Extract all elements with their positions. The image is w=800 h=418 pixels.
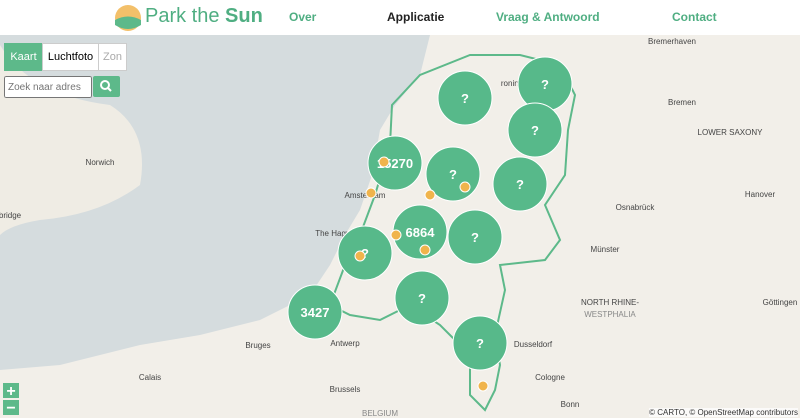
- nav-link[interactable]: Vraag & Antwoord: [496, 10, 600, 24]
- map-label: roning: [501, 79, 523, 88]
- cluster-label: ?: [471, 230, 479, 245]
- cluster-marker[interactable]: ?: [517, 56, 573, 112]
- map-label: Hanover: [745, 190, 776, 199]
- cluster-circle: [507, 102, 563, 158]
- map-label: Bremen: [668, 98, 696, 107]
- cluster-label: 3427: [301, 305, 330, 320]
- cluster-marker[interactable]: ?: [492, 156, 548, 212]
- cluster-circle: [452, 315, 508, 371]
- cluster-marker[interactable]: 6864: [392, 204, 448, 260]
- cluster-circle: [367, 135, 423, 191]
- map-label: Osnabrück: [616, 203, 656, 212]
- logo-icon: [115, 5, 141, 31]
- cluster-circle: [447, 209, 503, 265]
- search-input[interactable]: [4, 76, 92, 98]
- logo[interactable]: Park the Sun: [145, 5, 263, 28]
- map-label: Münster: [591, 245, 620, 254]
- map-label: Bruges: [245, 341, 270, 350]
- tab[interactable]: Luchtfoto: [42, 43, 99, 71]
- map-label: Bremerhaven: [648, 37, 696, 46]
- cluster-marker[interactable]: ?: [507, 102, 563, 158]
- map-label: NORTH RHINE-: [581, 298, 639, 307]
- map-label: Dusseldorf: [514, 340, 553, 349]
- cluster-label: ?: [449, 167, 457, 182]
- location-dot: [477, 380, 489, 392]
- cluster-circle: [492, 156, 548, 212]
- logo-text: Park the: [145, 5, 220, 27]
- tab[interactable]: Kaart: [4, 43, 43, 71]
- cluster-label: ?: [541, 77, 549, 92]
- cluster-marker[interactable]: ?: [337, 225, 393, 281]
- location-dot: [378, 156, 390, 168]
- cluster-circle: [394, 270, 450, 326]
- cluster-label: ?: [516, 177, 524, 192]
- map-label: Göttingen: [763, 298, 798, 307]
- nav-link[interactable]: Contact: [672, 10, 717, 24]
- cluster-label: ?: [531, 123, 539, 138]
- header: Park the Sun Over Applicatie Vraag & Ant…: [0, 0, 800, 35]
- nav-link[interactable]: Over: [289, 10, 317, 24]
- cluster-marker[interactable]: ?: [447, 209, 503, 265]
- cluster-marker[interactable]: 15270: [367, 135, 423, 191]
- map-label: bridge: [0, 211, 22, 220]
- map-label: Antwerp: [330, 339, 360, 348]
- cluster-marker[interactable]: ?: [394, 270, 450, 326]
- map-label: Cologne: [535, 373, 565, 382]
- cluster-label: 6864: [406, 225, 436, 240]
- search-button[interactable]: [93, 76, 120, 97]
- map-label: Bonn: [561, 400, 580, 409]
- map-label: WESTPHALIA: [584, 310, 636, 319]
- location-dot: [354, 250, 366, 262]
- cluster-marker[interactable]: ?: [437, 70, 493, 126]
- map[interactable]: Bremerhaven Bremen LOWER SAXONY Norwich Hano…: [0, 35, 800, 418]
- attribution: © CARTO, © OpenStreetMap contributors: [649, 408, 798, 417]
- map-label: Brussels: [330, 385, 361, 394]
- cluster-circle: [337, 225, 393, 281]
- cluster-label: ?: [361, 246, 369, 261]
- cluster-circle: [287, 284, 343, 340]
- cluster-marker[interactable]: 3427: [287, 284, 343, 340]
- zoom-out[interactable]: −: [3, 400, 19, 417]
- location-dot: [390, 229, 402, 241]
- zoom-in[interactable]: +: [3, 383, 19, 400]
- cluster-label: ?: [461, 91, 469, 106]
- map-label: Norwich: [86, 158, 115, 167]
- nav-link[interactable]: Applicatie: [387, 10, 445, 24]
- location-dot: [459, 181, 471, 193]
- tab[interactable]: Zon: [98, 43, 127, 71]
- map-label: LOWER SAXONY: [698, 128, 764, 137]
- location-dot: [365, 187, 377, 199]
- cluster-circle: [437, 70, 493, 126]
- map-label: The Hague: [315, 229, 355, 238]
- map-label: BELGIUM: [362, 409, 398, 418]
- location-dot: [419, 244, 431, 256]
- cluster-label: ?: [476, 336, 484, 351]
- logo-accent: Sun: [225, 5, 263, 27]
- cluster-marker[interactable]: ?: [452, 315, 508, 371]
- map-label: Calais: [139, 373, 161, 382]
- location-dot: [424, 189, 436, 201]
- map-label: Amsterdam: [345, 191, 386, 200]
- cluster-label: ?: [418, 291, 426, 306]
- search-icon: [100, 80, 112, 92]
